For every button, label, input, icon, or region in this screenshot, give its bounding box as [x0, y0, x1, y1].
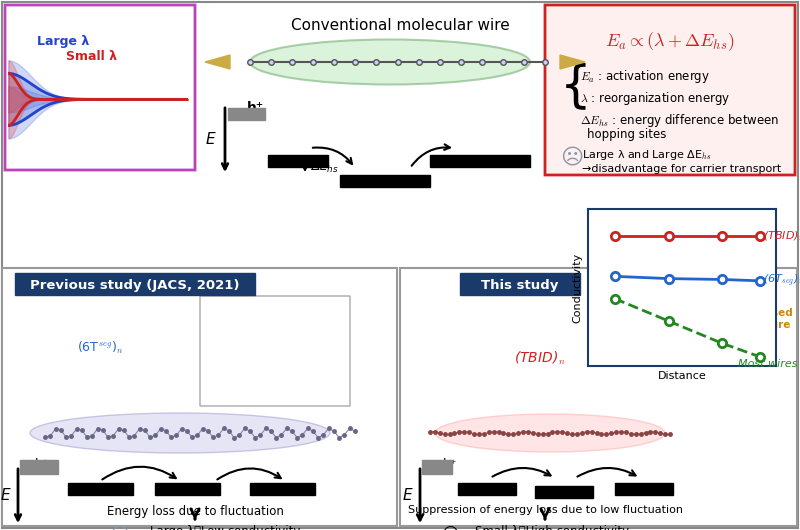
Text: Utilization of fused
chemical structure: Utilization of fused chemical structure: [680, 308, 793, 330]
Text: Energy loss due to fluctuation: Energy loss due to fluctuation: [106, 505, 283, 518]
Text: h⁺: h⁺: [34, 458, 50, 471]
X-axis label: Distance: Distance: [658, 371, 706, 381]
Text: h⁺: h⁺: [442, 458, 458, 471]
Text: This study: This study: [482, 278, 558, 292]
Text: (TBID)$_n$: (TBID)$_n$: [762, 229, 800, 243]
Bar: [430, 155, 530, 167]
Text: Large λ: Large λ: [37, 34, 89, 48]
Ellipse shape: [30, 413, 330, 453]
Polygon shape: [560, 55, 585, 69]
Text: E: E: [206, 132, 215, 147]
Text: $E_a \propto (\lambda + \Delta E_{hs})$: $E_a \propto (\lambda + \Delta E_{hs})$: [606, 30, 734, 52]
Text: Previous study (JACS, 2021): Previous study (JACS, 2021): [30, 278, 240, 292]
Bar: [15, 273, 255, 295]
Text: $\lambda$ : reorganization energy: $\lambda$ : reorganization energy: [580, 90, 730, 107]
Text: E: E: [402, 489, 412, 504]
Text: (6T$_{seg}$)$_n$: (6T$_{seg}$)$_n$: [762, 272, 800, 289]
FancyBboxPatch shape: [400, 268, 797, 526]
Bar: [250, 483, 315, 495]
Polygon shape: [228, 108, 265, 120]
Text: R₁ =: R₁ =: [650, 298, 675, 308]
FancyBboxPatch shape: [2, 268, 397, 526]
Text: Conventional molecular wire: Conventional molecular wire: [290, 18, 510, 33]
Bar: [535, 486, 593, 498]
FancyBboxPatch shape: [5, 5, 195, 170]
Text: ☹: ☹: [110, 526, 130, 530]
Bar: [268, 155, 328, 167]
FancyBboxPatch shape: [545, 5, 795, 175]
Text: Fluctuation: Fluctuation: [235, 392, 305, 404]
Bar: [68, 483, 133, 495]
Text: hopping sites: hopping sites: [587, 128, 666, 141]
Polygon shape: [205, 55, 230, 69]
Text: $\Delta E_{hs}$ : energy difference between: $\Delta E_{hs}$ : energy difference betw…: [580, 112, 779, 129]
Text: Small λ: Small λ: [66, 50, 117, 63]
Y-axis label: Conductivity: Conductivity: [573, 252, 582, 323]
Ellipse shape: [435, 414, 665, 452]
Text: R₂ =: R₂ =: [700, 298, 725, 308]
Text: 💡: 💡: [655, 310, 665, 328]
Bar: [20, 460, 58, 474]
Text: Suppression of energy loss due to low fluctuation: Suppression of energy loss due to low fl…: [407, 505, 682, 515]
Text: ΔE$_{hs}$: ΔE$_{hs}$: [310, 160, 338, 174]
Text: h⁺: h⁺: [246, 101, 263, 115]
Text: ☹: ☹: [560, 148, 583, 168]
Text: Large λ and Large ΔE$_{hs}$
→disadvantage for carrier transport: Large λ and Large ΔE$_{hs}$ →disadvantag…: [582, 148, 782, 174]
Text: 😊: 😊: [442, 526, 458, 530]
Text: E: E: [0, 489, 10, 504]
Bar: [458, 483, 516, 495]
Bar: [615, 483, 673, 495]
Bar: [155, 483, 220, 495]
Bar: [422, 460, 452, 474]
Text: {: {: [560, 62, 592, 110]
FancyBboxPatch shape: [200, 296, 350, 406]
Ellipse shape: [250, 40, 530, 84]
Text: Large λ，Low conductivity: Large λ，Low conductivity: [150, 525, 300, 530]
Bar: [340, 175, 430, 187]
Text: (6T$^{seg}$)$_n$: (6T$^{seg}$)$_n$: [77, 340, 123, 356]
Text: $E_a$ : activation energy: $E_a$ : activation energy: [580, 68, 710, 85]
Text: Small λ，High conductivity: Small λ，High conductivity: [475, 525, 629, 530]
Text: (TBID)$_n$: (TBID)$_n$: [514, 349, 566, 367]
Text: Most wires: Most wires: [738, 359, 798, 369]
Bar: [460, 273, 580, 295]
